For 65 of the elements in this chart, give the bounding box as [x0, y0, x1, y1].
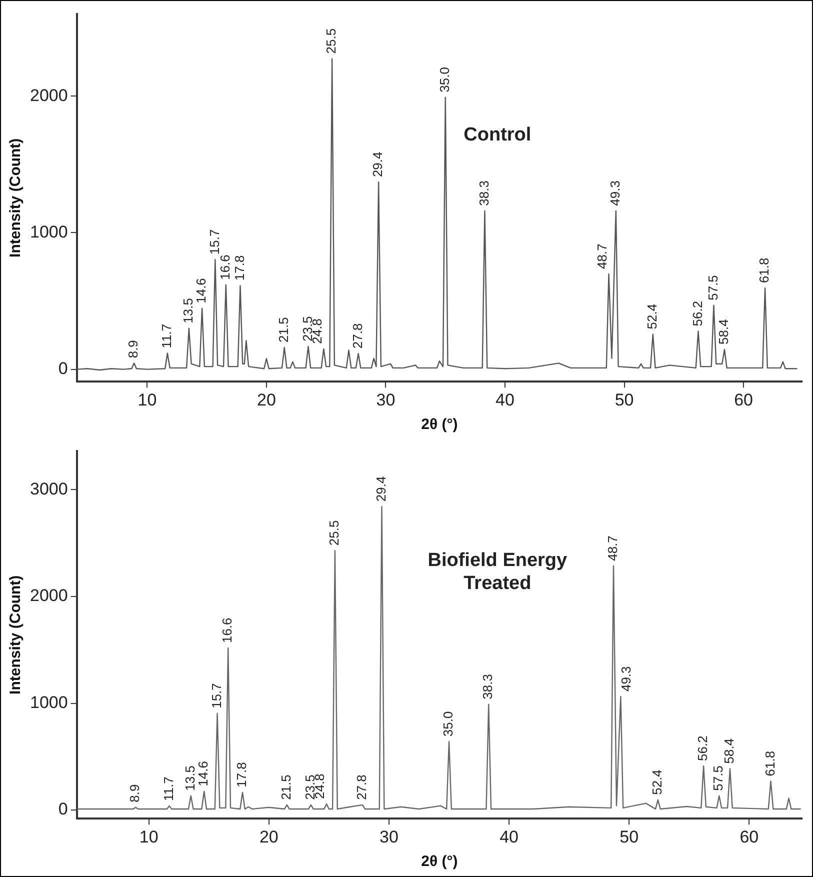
x-axis-title: 2θ (°): [421, 416, 458, 434]
annotation: 61.8: [762, 750, 778, 776]
x-tick-label: 30: [380, 827, 398, 846]
annotation: 14.6: [196, 761, 211, 786]
y-tick-label: 1000: [30, 222, 68, 242]
annotation: 21.5: [278, 774, 294, 800]
annotation: Control: [464, 124, 532, 146]
annotation: 11.7: [160, 776, 176, 801]
annotation: 11.7: [159, 324, 174, 348]
annotation: 38.3: [476, 180, 492, 206]
annotation: 48.7: [605, 536, 620, 561]
annotation: 57.5: [710, 766, 726, 791]
annotation: 21.5: [276, 317, 291, 342]
annotation: 38.3: [480, 674, 496, 700]
annotation: 52.4: [650, 770, 664, 795]
annotation: 57.5: [705, 275, 720, 300]
x-tick-label: 60: [740, 827, 759, 846]
annotation: 56.2: [695, 736, 710, 761]
y-tick-label: 2000: [30, 586, 68, 606]
annotation: 29.4: [373, 476, 388, 502]
y-tick-label: 3000: [30, 479, 68, 498]
annotation: 15.7: [208, 683, 224, 708]
x-tick-label: 10: [138, 390, 157, 410]
annotation: 27.8: [350, 323, 365, 349]
annotation: 61.8: [756, 258, 772, 284]
annotation: 49.3: [608, 180, 623, 206]
annotation: 29.4: [370, 152, 386, 178]
y-axis-title: Intensity (Count): [7, 575, 24, 694]
x-tick-label: 10: [139, 827, 158, 846]
y-tick-label: 0: [58, 358, 68, 378]
annotation: 35.0: [436, 67, 452, 92]
x-tick-label: 20: [257, 390, 276, 410]
annotation: 16.6: [220, 618, 235, 644]
y-tick-label: 1000: [30, 692, 68, 712]
annotation: 14.6: [194, 278, 209, 304]
annotation: 52.4: [644, 304, 660, 330]
annotation: 15.7: [206, 229, 222, 255]
annotation: 13.5: [182, 766, 198, 791]
annotation: 27.8: [354, 774, 370, 800]
x-tick-label: 60: [734, 390, 754, 410]
annotation: 8.9: [127, 784, 142, 802]
annotation: 17.8: [234, 762, 250, 788]
y-tick-label: 2000: [30, 86, 68, 105]
annotation: 58.4: [716, 319, 732, 345]
x-tick-label: 50: [620, 827, 639, 846]
annotation: 13.5: [180, 298, 196, 324]
annotation: 56.2: [690, 300, 705, 326]
annotation: 8.9: [126, 340, 141, 358]
annotation: 25.5: [326, 520, 342, 546]
annotation: 17.8: [232, 255, 247, 281]
x-axis-title: 2θ (°): [421, 853, 458, 870]
x-tick-label: 50: [614, 390, 634, 410]
x-tick-label: 40: [500, 827, 519, 846]
annotation: 48.7: [594, 244, 610, 269]
annotation: 16.6: [217, 254, 232, 280]
annotation: 58.4: [722, 738, 737, 764]
x-tick-label: 30: [376, 390, 396, 410]
y-tick-label: 0: [58, 800, 68, 819]
x-tick-label: 40: [496, 390, 514, 410]
annotation: 25.5: [324, 28, 339, 54]
annotation: Biofield Energy Treated: [428, 550, 568, 594]
annotation: 49.3: [618, 666, 634, 692]
annotation: 35.0: [440, 711, 456, 737]
x-tick-label: 20: [259, 827, 278, 846]
y-axis-title: Intensity (Count): [7, 138, 24, 258]
